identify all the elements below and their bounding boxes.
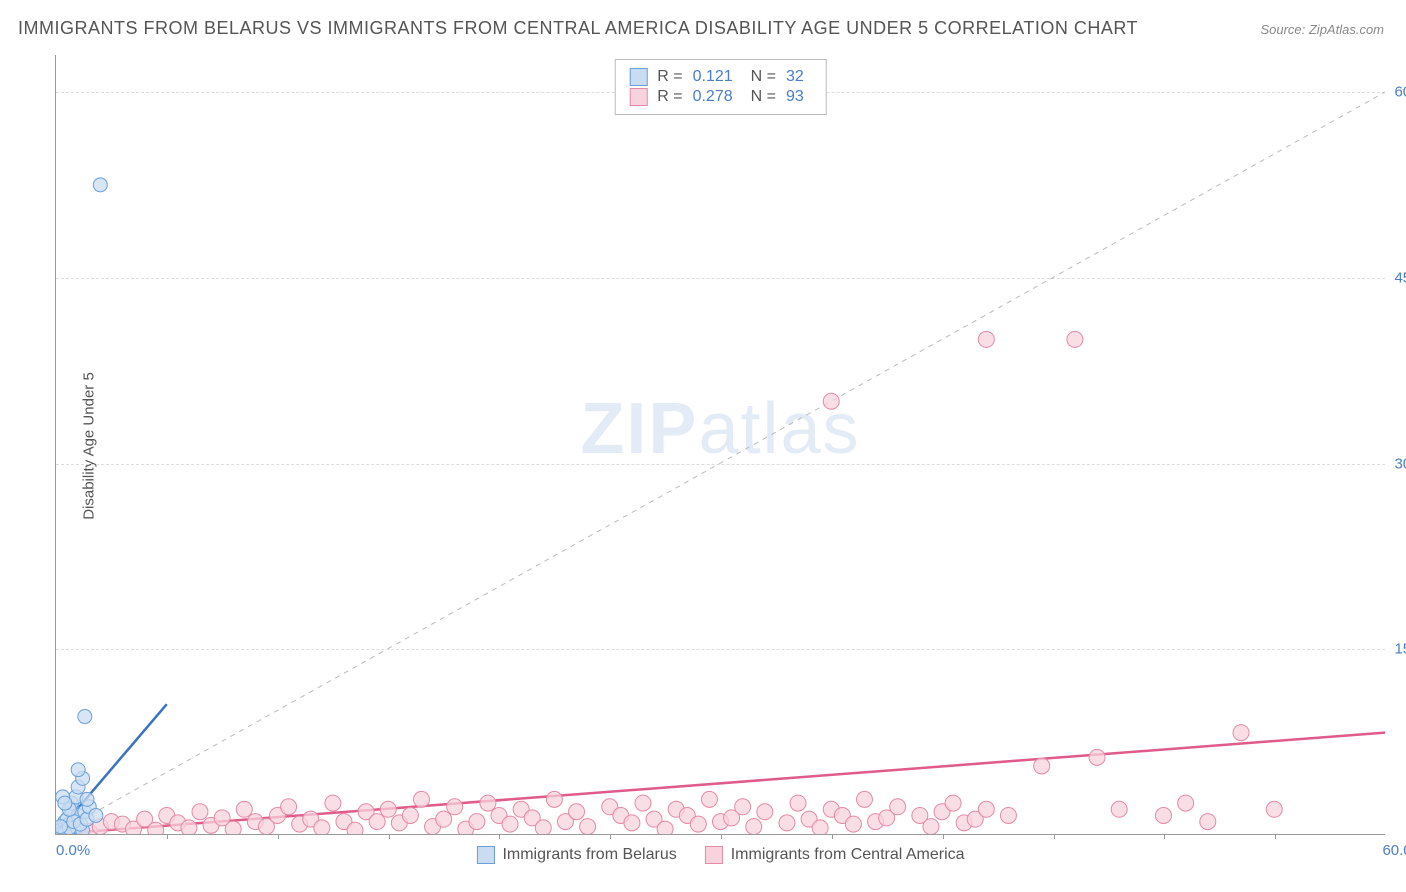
x-axis-max: 60.0% <box>1382 842 1406 859</box>
legend-label-belarus: Immigrants from Belarus <box>502 846 676 864</box>
swatch-central-america <box>629 88 647 106</box>
watermark-light: atlas <box>698 389 860 469</box>
x-axis-min: 0.0% <box>56 842 90 859</box>
y-tick-label: 60.0% <box>1394 84 1406 101</box>
plot-area: ZIPatlas 15.0%30.0%45.0%60.0% R = 0.121 … <box>55 55 1385 835</box>
y-tick-label: 30.0% <box>1394 455 1406 472</box>
scatter-svg <box>56 55 1385 834</box>
legend-item-belarus: Immigrants from Belarus <box>476 846 676 864</box>
y-tick-label: 45.0% <box>1394 269 1406 286</box>
n-value-belarus: 32 <box>786 68 804 86</box>
r-value-central-america: 0.278 <box>693 88 733 106</box>
series-legend: Immigrants from Belarus Immigrants from … <box>476 846 964 864</box>
y-tick-label: 15.0% <box>1394 641 1406 658</box>
correlation-legend: R = 0.121 N = 32 R = 0.278 N = 93 <box>614 59 827 115</box>
n-label: N = <box>751 88 776 106</box>
r-value-belarus: 0.121 <box>693 68 733 86</box>
watermark-bold: ZIP <box>580 389 698 469</box>
swatch-belarus <box>629 68 647 86</box>
n-label: N = <box>751 68 776 86</box>
swatch-belarus-icon <box>476 846 494 864</box>
legend-row-central-america: R = 0.278 N = 93 <box>629 88 812 106</box>
swatch-central-america-icon <box>705 846 723 864</box>
watermark: ZIPatlas <box>580 388 860 470</box>
chart-title: IMMIGRANTS FROM BELARUS VS IMMIGRANTS FR… <box>18 18 1138 39</box>
legend-label-central-america: Immigrants from Central America <box>731 846 965 864</box>
n-value-central-america: 93 <box>786 88 804 106</box>
source-attribution: Source: ZipAtlas.com <box>1260 22 1384 37</box>
legend-item-central-america: Immigrants from Central America <box>705 846 965 864</box>
r-label: R = <box>657 68 682 86</box>
legend-row-belarus: R = 0.121 N = 32 <box>629 68 812 86</box>
r-label: R = <box>657 88 682 106</box>
